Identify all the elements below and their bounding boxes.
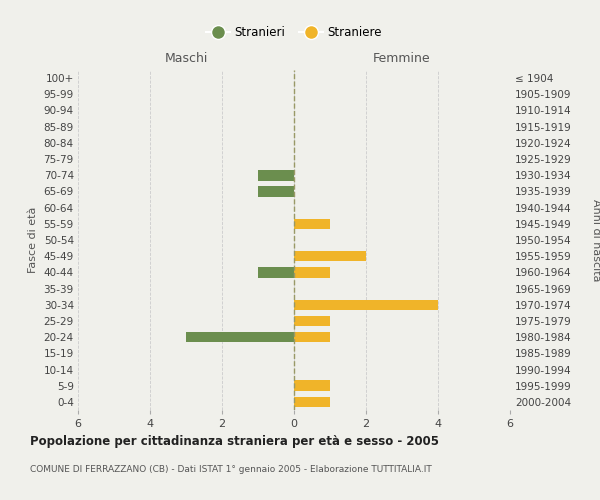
- Text: Popolazione per cittadinanza straniera per età e sesso - 2005: Popolazione per cittadinanza straniera p…: [30, 435, 439, 448]
- Bar: [294, 218, 330, 229]
- Bar: [294, 396, 330, 407]
- Text: COMUNE DI FERRAZZANO (CB) - Dati ISTAT 1° gennaio 2005 - Elaborazione TUTTITALIA: COMUNE DI FERRAZZANO (CB) - Dati ISTAT 1…: [30, 465, 432, 474]
- Bar: [294, 380, 330, 391]
- Bar: [258, 170, 294, 180]
- Text: Maschi: Maschi: [164, 52, 208, 65]
- Bar: [294, 332, 330, 342]
- Bar: [294, 267, 330, 278]
- Y-axis label: Anni di nascita: Anni di nascita: [591, 198, 600, 281]
- Bar: [186, 332, 294, 342]
- Y-axis label: Fasce di età: Fasce di età: [28, 207, 38, 273]
- Bar: [294, 251, 366, 262]
- Legend: Stranieri, Straniere: Stranieri, Straniere: [201, 22, 387, 44]
- Text: Femmine: Femmine: [373, 52, 431, 65]
- Bar: [258, 186, 294, 196]
- Bar: [294, 316, 330, 326]
- Bar: [258, 267, 294, 278]
- Bar: [294, 300, 438, 310]
